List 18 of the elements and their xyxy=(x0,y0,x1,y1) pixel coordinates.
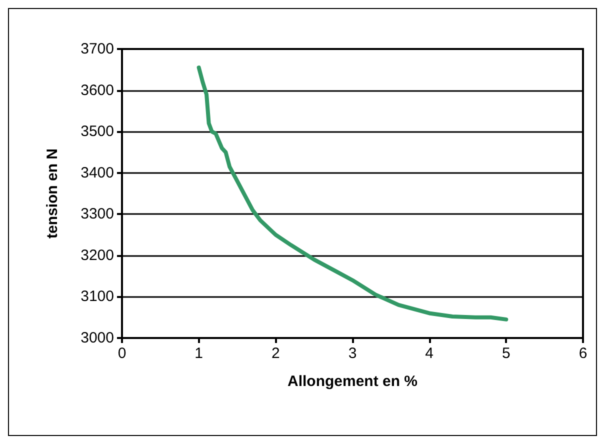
x-tick-label: 1 xyxy=(194,345,204,362)
y-tick-label: 3400 xyxy=(80,164,114,182)
y-tick-label: 3100 xyxy=(80,288,114,306)
y-tick-label: 3300 xyxy=(80,206,114,223)
y-tick-label: 3000 xyxy=(80,330,114,346)
x-tick-label: 0 xyxy=(118,345,126,362)
x-tick-label: 5 xyxy=(502,345,510,362)
line-series xyxy=(196,66,508,322)
y-tick-label: 3200 xyxy=(80,246,114,264)
y-axis-title: tension en N xyxy=(44,148,61,239)
y-tick-label: 3500 xyxy=(80,123,114,140)
x-tick-label: 3 xyxy=(348,345,357,362)
x-tick-label: 4 xyxy=(425,345,434,362)
y-tick-label: 3600 xyxy=(80,82,114,99)
x-tick-label: 2 xyxy=(271,345,280,362)
y-tick-label: 3700 xyxy=(80,40,114,58)
x-axis-title: Allongement en % xyxy=(287,373,418,390)
x-tick-label: 6 xyxy=(578,345,588,362)
